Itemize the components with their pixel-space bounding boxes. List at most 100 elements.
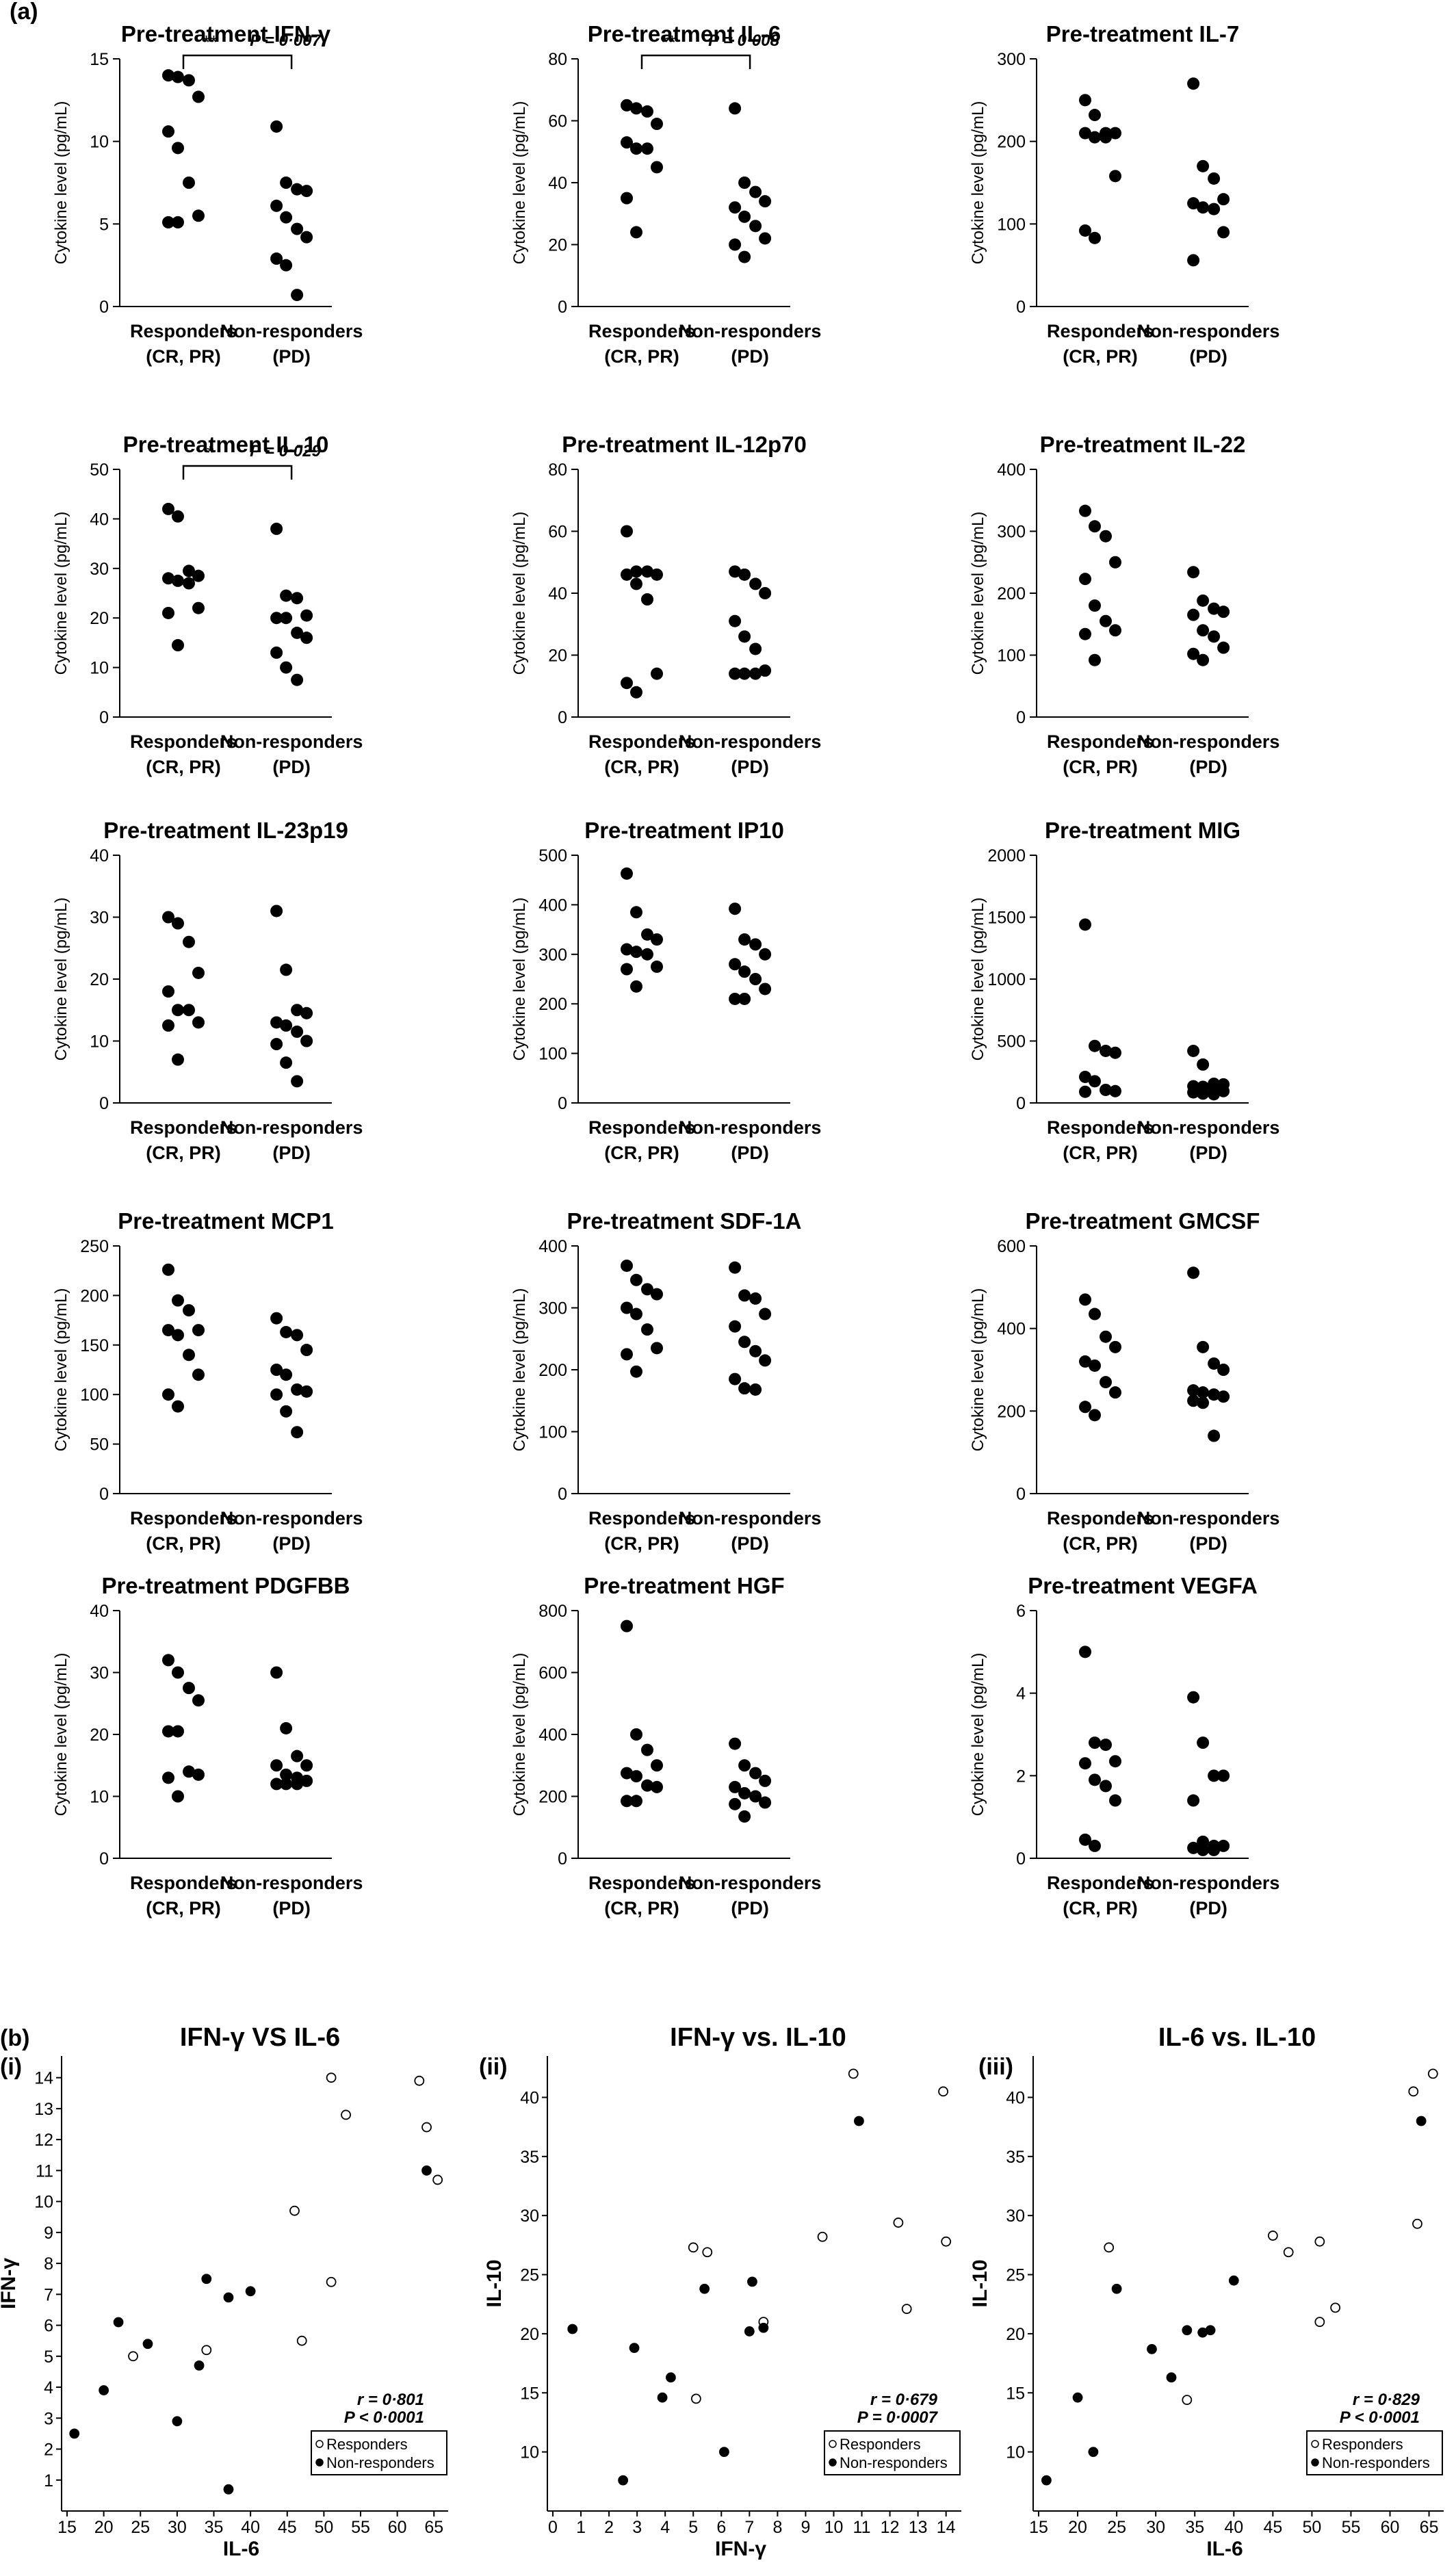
responder-point	[651, 161, 663, 174]
responder-point	[162, 911, 174, 924]
non-responder-point	[738, 992, 751, 1005]
x-tick-label: 65	[1420, 2518, 1439, 2537]
category-label: Non-responders	[220, 1873, 363, 1893]
x-tick-label: 30	[1146, 2518, 1165, 2537]
x-tick-label: 12	[881, 2518, 900, 2537]
non-responder-point	[749, 1344, 762, 1357]
y-tick-label: 0	[1016, 298, 1026, 317]
responder-point	[162, 125, 174, 138]
non-responder-point	[99, 2385, 109, 2395]
y-tick-label: 100	[997, 215, 1026, 234]
y-tick-label: 200	[538, 995, 567, 1014]
responder-point	[1109, 170, 1121, 183]
x-tick-label: 10	[824, 2518, 844, 2537]
responder-point	[183, 177, 195, 189]
y-tick-label: 60	[548, 112, 567, 131]
category-label: Responders	[588, 1508, 695, 1528]
non-responder-point	[1187, 197, 1200, 210]
non-responder-point	[1187, 647, 1200, 660]
non-responder-point	[738, 1810, 751, 1823]
y-tick-label: 25	[1006, 2266, 1025, 2285]
y-tick-label: 0	[99, 1094, 109, 1113]
non-responder-point	[291, 289, 304, 302]
y-tick-label: 10	[34, 2193, 53, 2212]
subpanel-label: (i)	[0, 2054, 22, 2080]
non-responder-point	[1197, 594, 1210, 607]
non-responder-point	[1197, 201, 1210, 214]
non-responder-point	[1197, 1736, 1210, 1749]
chart-title: Pre-treatment VEGFA	[1028, 1573, 1258, 1598]
non-responder-point	[759, 232, 772, 245]
non-responder-point	[1072, 2392, 1083, 2403]
non-responder-point	[1208, 1769, 1221, 1782]
chart-title: Pre-treatment IL-6	[588, 21, 781, 47]
non-responder-point	[729, 614, 742, 627]
non-responder-point	[1041, 2475, 1052, 2486]
responder-point	[630, 686, 642, 699]
x-axis-label: IL-6	[223, 2538, 259, 2560]
y-tick-label: 30	[90, 909, 109, 928]
non-responder-point	[749, 1292, 762, 1305]
category-label: (CR, PR)	[604, 1898, 679, 1918]
non-responder-point	[300, 1035, 313, 1048]
non-responder-point	[1187, 1794, 1200, 1807]
non-responder-point	[300, 185, 313, 198]
x-tick-label: 35	[205, 2518, 224, 2537]
non-responder-point	[270, 1778, 283, 1791]
dot-plot-3: Pre-treatment IL-7 0 100 200 300 Cytokine lev…	[969, 21, 1279, 367]
x-tick-label: 25	[131, 2518, 150, 2537]
chart-title: Pre-treatment MCP1	[118, 1208, 333, 1234]
y-tick-label: 30	[90, 560, 109, 579]
y-tick-label: 250	[80, 1237, 109, 1256]
y-axis-label: Cytokine level (pg/mL)	[969, 101, 987, 265]
non-responder-point	[738, 630, 751, 643]
responder-point	[1079, 224, 1091, 237]
non-responder-point	[1197, 1386, 1210, 1399]
non-responder-point	[759, 948, 772, 961]
r-value: r = 0·829	[1353, 2391, 1420, 2409]
category-label: (CR, PR)	[1063, 1533, 1138, 1554]
non-responder-point	[291, 222, 304, 235]
y-tick-label: 200	[997, 584, 1026, 603]
responder-point	[621, 1348, 633, 1361]
non-responder-point	[1208, 1388, 1221, 1401]
non-responder-point	[201, 2274, 212, 2285]
non-responder-point	[300, 231, 313, 244]
non-responder-point	[1197, 2327, 1208, 2338]
x-tick-label: 40	[1224, 2518, 1243, 2537]
category-label: (CR, PR)	[1063, 1898, 1138, 1918]
scatter-plot-2: (ii)IFN-γ vs. IL-100 1 2 3 4 5 6 7 8 9 10 11 12 13 141…	[479, 2023, 961, 2560]
non-responder-point	[280, 259, 293, 272]
x-tick-label: 2	[604, 2518, 614, 2537]
category-label: Non-responders	[1137, 731, 1280, 752]
y-tick-label: 50	[90, 1435, 109, 1455]
responder-point	[630, 1795, 642, 1808]
x-tick-label: 6	[716, 2518, 726, 2537]
responder-point	[1089, 653, 1101, 666]
significance-stars: *	[207, 442, 214, 463]
x-tick-label: 15	[57, 2518, 77, 2537]
responder-point	[1100, 1376, 1112, 1389]
non-responder-point	[729, 238, 742, 251]
x-tick-label: 13	[909, 2518, 928, 2537]
non-responder-point	[738, 568, 751, 581]
non-responder-point	[729, 1320, 742, 1333]
chart-title: Pre-treatment IL-10	[123, 432, 329, 457]
chart-title: Pre-treatment IL-23p19	[103, 818, 348, 843]
responder-point	[192, 1694, 205, 1707]
y-axis-label: IL-10	[483, 2259, 506, 2307]
non-responder-point	[245, 2286, 256, 2297]
y-tick-label: 13	[34, 2100, 53, 2119]
non-responder-point	[291, 1075, 304, 1088]
x-tick-label: 8	[772, 2518, 782, 2537]
non-responder-point	[749, 1790, 762, 1803]
category-label: Responders	[1047, 1508, 1154, 1528]
responder-point	[414, 2075, 425, 2086]
non-responder-point	[729, 1780, 742, 1793]
responder-point	[1109, 556, 1121, 569]
x-tick-label: 20	[1068, 2518, 1087, 2537]
responder-point	[192, 1016, 205, 1029]
category-label: (CR, PR)	[1063, 757, 1138, 777]
responder-point	[162, 1388, 174, 1401]
